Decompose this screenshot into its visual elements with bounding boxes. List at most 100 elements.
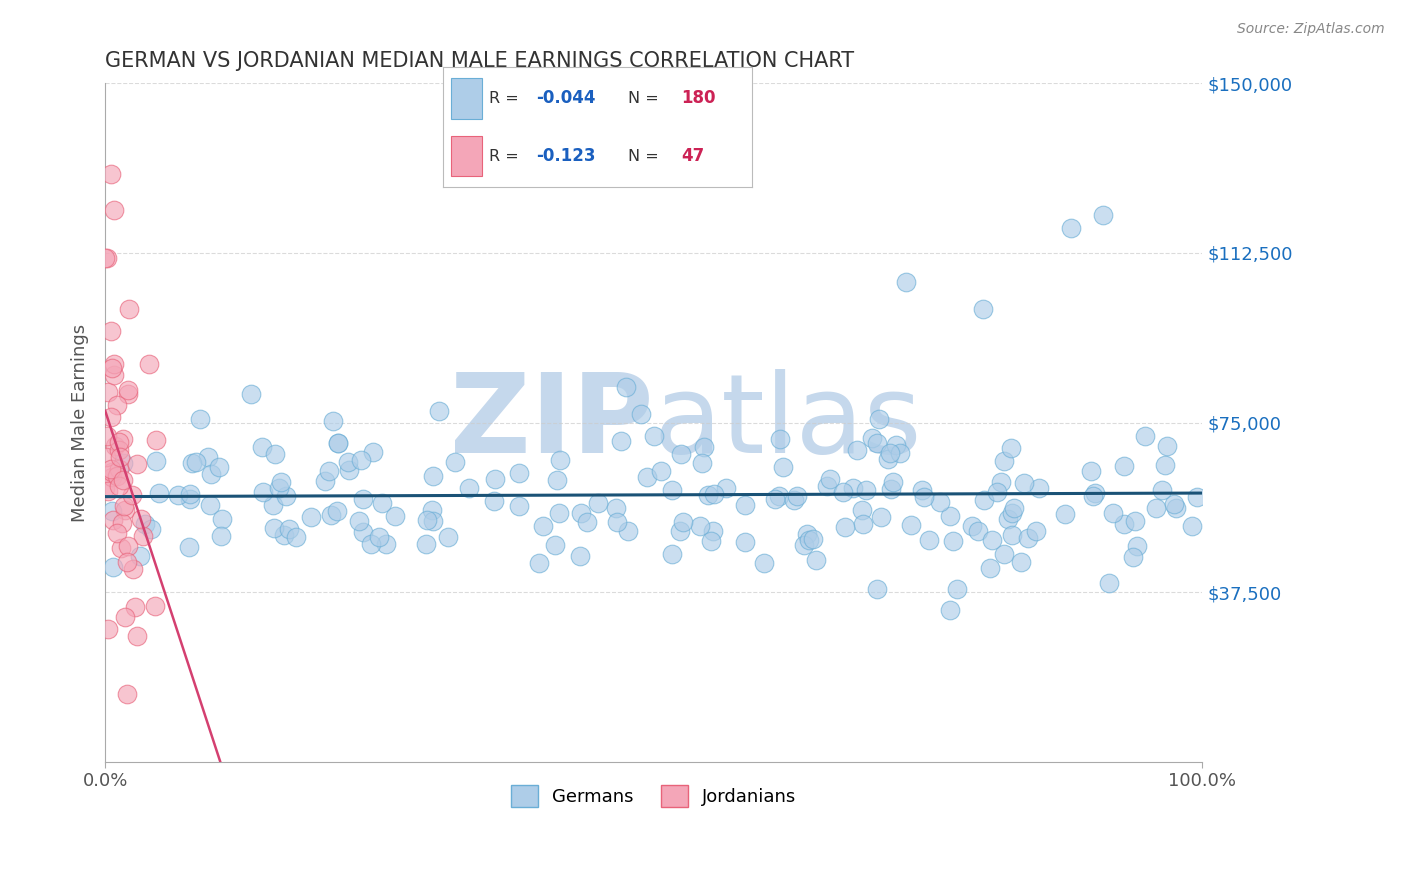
Point [605, 501, 627, 516]
Text: N =: N = [628, 148, 665, 163]
Point [322, 414, 344, 428]
Point [960, 519, 983, 533]
Point [105, 398, 128, 412]
Point [842, 481, 865, 495]
Point [669, 447, 692, 461]
Point [815, 479, 838, 493]
Text: R =: R = [489, 148, 529, 163]
Point [181, 457, 204, 471]
Point [997, 512, 1019, 526]
Point [101, 465, 124, 479]
Point [942, 534, 965, 549]
Point [100, 361, 122, 376]
Point [938, 603, 960, 617]
Point [1101, 506, 1123, 520]
Point [939, 508, 962, 523]
Point [508, 466, 530, 480]
Point [1156, 439, 1178, 453]
Point [548, 507, 571, 521]
Point [111, 516, 134, 531]
Point [993, 454, 1015, 468]
Point [586, 496, 609, 510]
Point [783, 493, 806, 508]
Point [866, 436, 889, 450]
Point [1144, 500, 1167, 515]
Point [337, 455, 360, 469]
Point [1114, 458, 1136, 473]
Point [94, 481, 117, 495]
Point [250, 440, 273, 454]
Point [371, 496, 394, 510]
Point [569, 549, 592, 564]
Point [127, 629, 149, 643]
Point [912, 491, 935, 505]
Point [882, 475, 904, 489]
Point [352, 492, 374, 507]
Bar [450, 136, 481, 177]
Point [900, 518, 922, 533]
Point [121, 488, 143, 502]
Point [1150, 483, 1173, 498]
Point [1163, 497, 1185, 511]
Point [337, 462, 360, 476]
Point [100, 462, 122, 476]
Point [973, 492, 995, 507]
Point [1098, 576, 1121, 591]
Point [851, 502, 873, 516]
Point [299, 510, 322, 524]
Point [118, 302, 141, 317]
Point [972, 302, 994, 317]
Point [367, 530, 389, 544]
Point [197, 450, 219, 464]
Point [834, 519, 856, 533]
Bar [450, 78, 481, 119]
Point [831, 484, 853, 499]
Point [285, 530, 308, 544]
Point [101, 513, 124, 527]
Text: N =: N = [628, 91, 665, 106]
Point [262, 498, 284, 512]
Point [860, 431, 883, 445]
Point [1001, 527, 1024, 541]
Point [880, 482, 903, 496]
Point [108, 434, 131, 449]
Point [101, 559, 124, 574]
Point [606, 515, 628, 529]
Point [131, 512, 153, 526]
Point [97, 483, 120, 498]
Point [693, 441, 716, 455]
Point [319, 508, 342, 522]
Point [855, 483, 877, 497]
Point [806, 552, 828, 566]
Point [1000, 442, 1022, 456]
Point [188, 412, 211, 426]
Point [97, 622, 120, 636]
Point [692, 456, 714, 470]
Point [114, 610, 136, 624]
Point [884, 438, 907, 452]
Point [94, 251, 117, 265]
Text: 47: 47 [681, 147, 704, 165]
Point [845, 443, 868, 458]
Point [444, 455, 467, 469]
Point [703, 487, 725, 501]
Point [209, 529, 232, 543]
Point [263, 520, 285, 534]
Point [852, 516, 875, 531]
Point [793, 538, 815, 552]
Point [132, 528, 155, 542]
Point [420, 502, 443, 516]
Point [967, 524, 990, 538]
Point [105, 469, 128, 483]
Point [427, 404, 450, 418]
Point [103, 357, 125, 371]
Point [108, 442, 131, 457]
Point [198, 498, 221, 512]
Point [167, 488, 190, 502]
Point [352, 524, 374, 539]
Point [614, 379, 637, 393]
Point [143, 599, 166, 613]
Point [911, 483, 934, 497]
Point [422, 469, 444, 483]
Point [1084, 485, 1107, 500]
